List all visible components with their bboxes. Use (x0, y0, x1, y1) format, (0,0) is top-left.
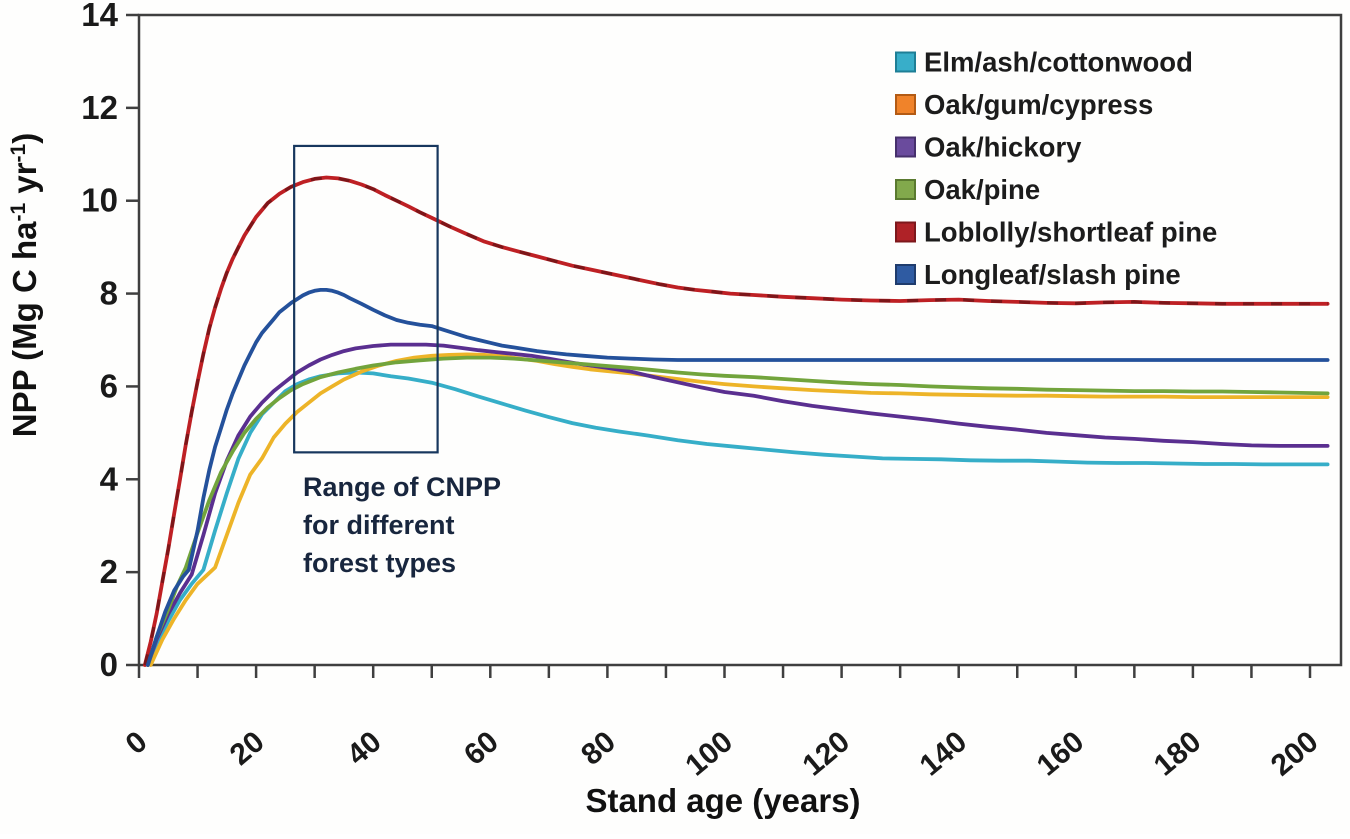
series-line-elm-ash-cottonwood (145, 370, 1330, 667)
series-line-loblolly-shortleaf-pine (142, 175, 1330, 667)
legend-swatch-longleaf-slash-pine (895, 264, 916, 285)
plot-frame (137, 13, 1343, 667)
annotation-text-line: Range of CNPP (303, 472, 501, 502)
legend-swatch-loblolly-shortleaf-pine (895, 221, 916, 243)
annotation-range-box (293, 144, 439, 454)
y-tick-label: 6 (100, 367, 118, 404)
x-axis-ticks: 0 20 40 60 80 100 120 140 160 180 200 (120, 665, 1325, 783)
legend-label-elm-ash-cottonwood: Elm/ash/cottonwood (924, 47, 1193, 78)
x-tick-label: 180 (1148, 725, 1208, 782)
x-tick-label: 120 (797, 725, 857, 782)
x-tick-label: 0 (120, 725, 154, 761)
annotation-text-line: forest types (303, 548, 456, 578)
series-line-overlay-loblolly-shortleaf-pine (143, 175, 1328, 666)
annotation: Range of CNPP for different forest types (293, 144, 501, 578)
y-tick-label: 2 (100, 553, 118, 590)
x-tick-label: 140 (914, 725, 974, 782)
series-line-oak-gum-cypress (148, 352, 1330, 667)
plot-border (137, 13, 1343, 667)
legend-label-loblolly-shortleaf-pine: Loblolly/shortleaf pine (924, 217, 1217, 248)
series-line-oak-hickory (145, 342, 1330, 667)
x-tick-label: 20 (224, 725, 271, 772)
y-tick-label: 14 (81, 0, 118, 33)
y-axis-title: NPP (Mg C ha-1 yr-1) (6, 133, 43, 438)
legend-swatch-oak-pine (895, 179, 916, 200)
x-tick-label: 80 (575, 725, 622, 772)
y-tick-label: 10 (81, 182, 118, 219)
x-axis-title: Stand age (years) (585, 782, 860, 819)
y-tick-label: 0 (100, 646, 118, 683)
x-tick-label: 160 (1031, 725, 1091, 782)
legend-label-oak-gum-cypress: Oak/gum/cypress (924, 89, 1153, 120)
series-line-longleaf-slash-pine (145, 287, 1330, 667)
legend-swatch-oak-gum-cypress (895, 94, 916, 115)
legend: Elm/ash/cottonwood Oak/gum/cypress Oak/hic… (895, 47, 1217, 290)
legend-label-oak-pine: Oak/pine (924, 174, 1040, 205)
x-tick-label: 200 (1265, 725, 1325, 782)
legend-label-longleaf-slash-pine: Longleaf/slash pine (924, 259, 1181, 290)
legend-swatch-elm-ash-cottonwood (895, 51, 916, 73)
y-tick-label: 4 (100, 460, 119, 497)
y-tick-label: 8 (100, 275, 118, 312)
legend-label-oak-hickory: Oak/hickory (924, 132, 1082, 163)
y-axis-ticks: 0 2 4 6 8 10 12 14 (81, 0, 139, 683)
series-lines (142, 175, 1330, 667)
y-tick-label: 12 (81, 89, 118, 126)
x-tick-label: 100 (679, 725, 739, 782)
x-tick-label: 40 (341, 725, 388, 772)
annotation-text-line: for different (303, 510, 455, 540)
legend-swatch-oak-hickory (895, 136, 916, 158)
series-line-oak-pine (145, 355, 1330, 667)
x-tick-label: 60 (458, 725, 505, 772)
